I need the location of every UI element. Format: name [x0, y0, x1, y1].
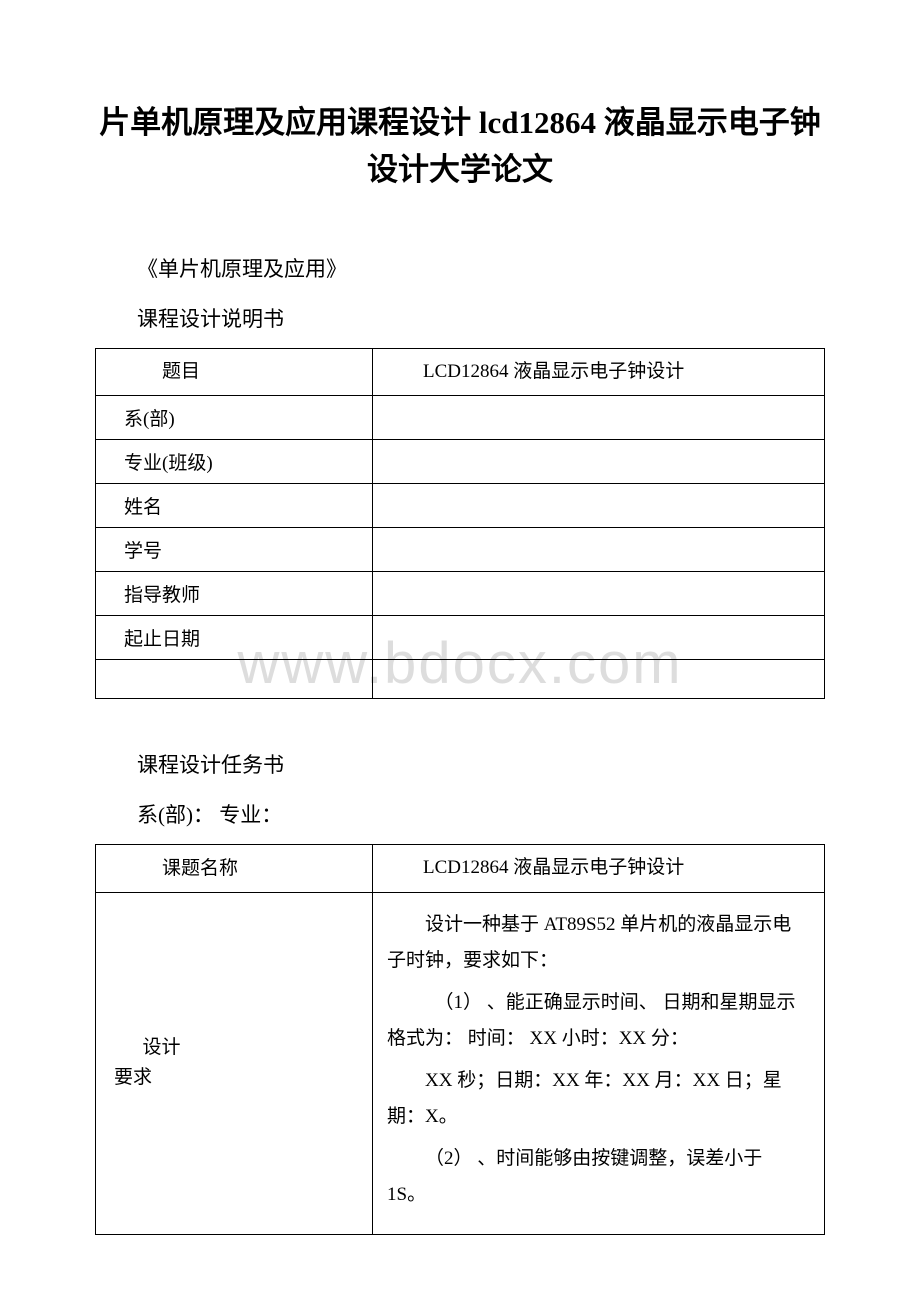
page-content: 片单机原理及应用课程设计 lcd12864 液晶显示电子钟设计大学论文 《单片机… — [95, 100, 825, 1235]
table-row: 课题名称 LCD12864 液晶显示电子钟设计 — [96, 845, 825, 892]
task-table: 课题名称 LCD12864 液晶显示电子钟设计 设计 要求 设计一种基于 AT8… — [95, 844, 825, 1234]
table-row: 姓名 — [96, 484, 825, 528]
value-cell — [373, 572, 825, 616]
req-value-cell: 设计一种基于 AT89S52 单片机的液晶显示电子时钟，要求如下： （1） 、能… — [373, 892, 825, 1234]
label-cell: 专业(班级) — [96, 440, 373, 484]
label-cell: 起止日期 — [96, 616, 373, 660]
req-label-line-2: 要求 — [114, 1063, 360, 1093]
topic-label-cell: 课题名称 — [96, 845, 373, 892]
task-heading: 课程设计任务书 — [95, 749, 825, 779]
req-item-1b: XX 秒；日期：XX 年：XX 月：XX 日；星期：X。 — [387, 1063, 806, 1135]
label-cell: 姓名 — [96, 484, 373, 528]
table-row: 起止日期 — [96, 616, 825, 660]
label-cell: 学号 — [96, 528, 373, 572]
main-title: 片单机原理及应用课程设计 lcd12864 液晶显示电子钟设计大学论文 — [95, 100, 825, 193]
value-cell — [373, 616, 825, 660]
topic-value-cell: LCD12864 液晶显示电子钟设计 — [373, 845, 825, 892]
topic-value-text: LCD12864 液晶显示电子钟设计 — [385, 853, 812, 883]
topic-label-text: 课题名称 — [124, 853, 360, 880]
task-dept-line: 系(部)： 专业： — [95, 799, 825, 829]
table-row: 题目 LCD12864 液晶显示电子钟设计 — [96, 349, 825, 396]
info-table: 题目 LCD12864 液晶显示电子钟设计 系(部) 专业(班级) 姓名 学号 … — [95, 348, 825, 699]
table-row: 学号 — [96, 528, 825, 572]
subtitle-1: 《单片机原理及应用》 — [95, 253, 825, 283]
label-cell: 题目 — [96, 349, 373, 396]
value-cell — [373, 396, 825, 440]
value-cell — [373, 528, 825, 572]
label-cell: 系(部) — [96, 396, 373, 440]
label-text: 题目 — [124, 357, 360, 387]
table-row: 专业(班级) — [96, 440, 825, 484]
value-cell: LCD12864 液晶显示电子钟设计 — [373, 349, 825, 396]
req-label-cell: 设计 要求 — [96, 892, 373, 1234]
value-cell — [373, 660, 825, 699]
value-cell — [373, 440, 825, 484]
value-text: LCD12864 液晶显示电子钟设计 — [385, 357, 812, 387]
req-intro-text: 设计一种基于 AT89S52 单片机的液晶显示电子时钟，要求如下： — [387, 907, 806, 979]
table-row: 设计 要求 设计一种基于 AT89S52 单片机的液晶显示电子时钟，要求如下： … — [96, 892, 825, 1234]
table-row — [96, 660, 825, 699]
req-item-1a: （1） 、能正确显示时间、 日期和星期显示格式为： 时间： XX 小时：XX 分… — [387, 985, 806, 1057]
table-row: 指导教师 — [96, 572, 825, 616]
req-label-line-1: 设计 — [114, 1033, 360, 1063]
label-cell — [96, 660, 373, 699]
subtitle-2: 课程设计说明书 — [95, 303, 825, 333]
value-cell — [373, 484, 825, 528]
table-row: 系(部) — [96, 396, 825, 440]
label-cell: 指导教师 — [96, 572, 373, 616]
req-item-2: （2） 、时间能够由按键调整，误差小于 1S。 — [387, 1141, 806, 1213]
